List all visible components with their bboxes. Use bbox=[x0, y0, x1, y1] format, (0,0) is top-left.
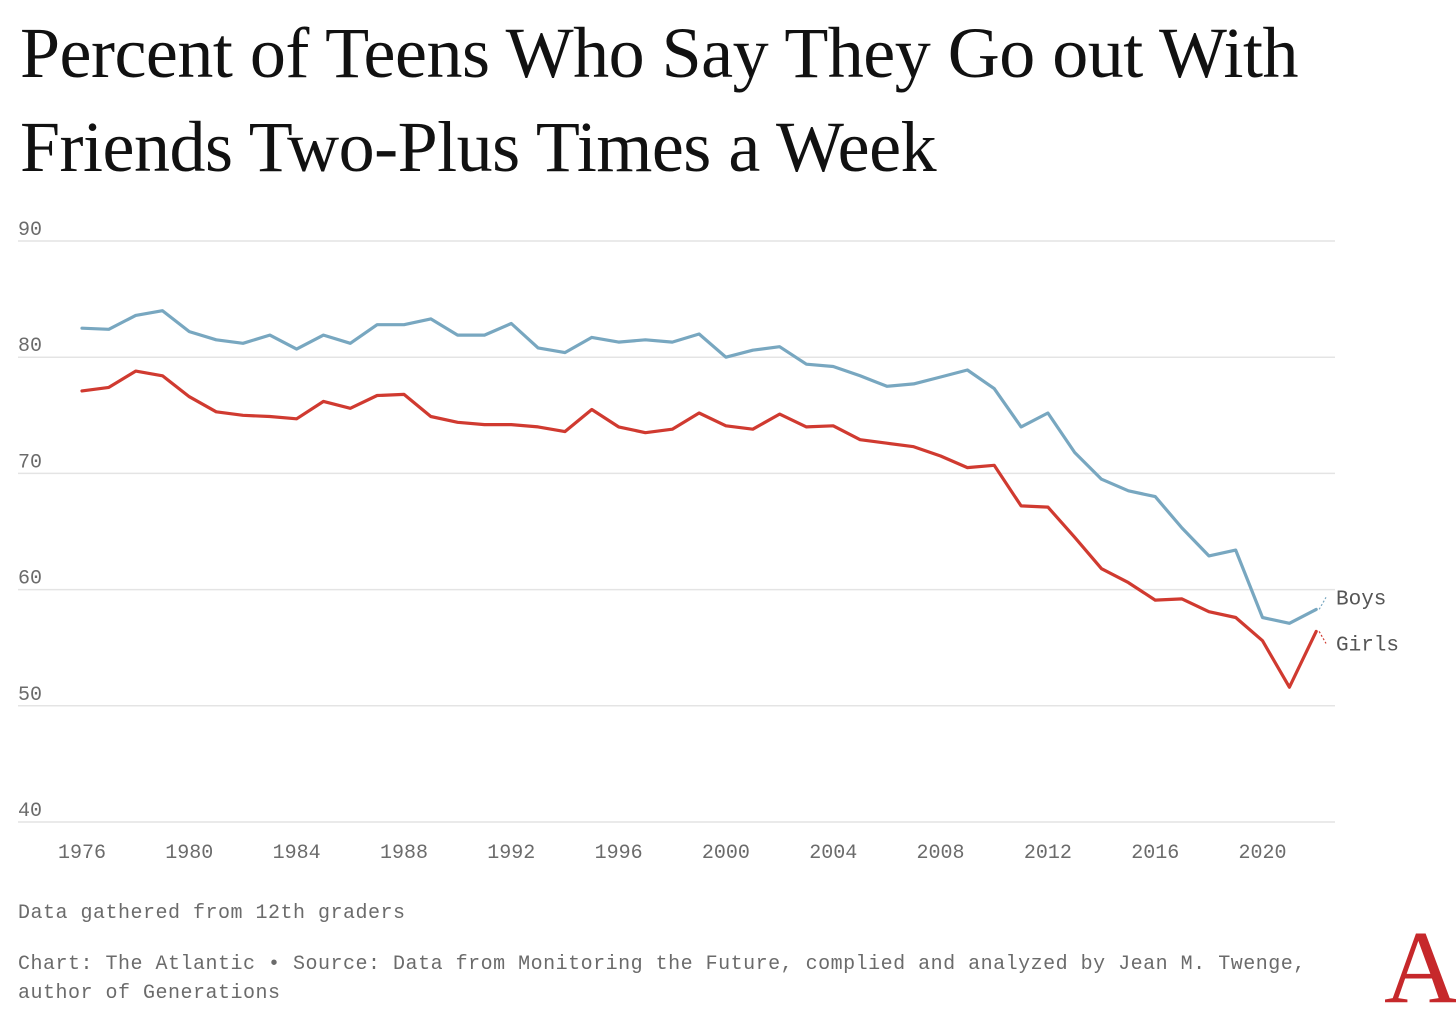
y-axis-ticks: 40 50 60 70 80 90 bbox=[18, 219, 42, 823]
x-tick-label: 2000 bbox=[702, 842, 750, 865]
y-tick-label: 90 bbox=[18, 219, 42, 242]
series-label-leader bbox=[1318, 597, 1327, 610]
gridlines bbox=[18, 240, 1335, 823]
y-tick-label: 70 bbox=[18, 451, 42, 474]
x-tick-label: 2012 bbox=[1024, 842, 1072, 865]
x-tick-label: 1976 bbox=[58, 842, 106, 865]
line-chart: 40 50 60 70 80 90 1976 1980 1984 1988 1992 1996 200… bbox=[18, 219, 1399, 865]
chart-title: Percent of Teens Who Say They Go out Wit… bbox=[20, 13, 1299, 187]
data-note: Data gathered from 12th graders bbox=[18, 902, 406, 925]
x-axis-ticks: 1976 1980 1984 1988 1992 1996 2000 2004 2008 2012… bbox=[58, 842, 1287, 865]
series-label-leader bbox=[1318, 631, 1327, 644]
series-label-girls: Girls bbox=[1336, 634, 1399, 657]
series-line-boys bbox=[80, 309, 1318, 625]
y-tick-label: 80 bbox=[18, 335, 42, 358]
series-lines bbox=[80, 309, 1318, 689]
x-tick-label: 1988 bbox=[380, 842, 428, 865]
x-tick-label: 2004 bbox=[809, 842, 857, 865]
series-labels: Boys Girls bbox=[1318, 588, 1399, 657]
series-line-girls bbox=[80, 369, 1318, 689]
y-tick-label: 60 bbox=[18, 568, 42, 591]
y-tick-label: 50 bbox=[18, 684, 42, 707]
series-label-boys: Boys bbox=[1336, 588, 1386, 611]
x-tick-label: 1996 bbox=[595, 842, 643, 865]
x-tick-label: 2020 bbox=[1239, 842, 1287, 865]
x-tick-label: 1992 bbox=[487, 842, 535, 865]
atlantic-logo: A bbox=[1384, 910, 1456, 1025]
x-tick-label: 2016 bbox=[1131, 842, 1179, 865]
y-tick-label: 40 bbox=[18, 800, 42, 823]
x-tick-label: 1984 bbox=[273, 842, 321, 865]
source-credit: Chart: The Atlantic • Source: Data from … bbox=[18, 953, 1306, 1005]
x-tick-label: 2008 bbox=[917, 842, 965, 865]
x-tick-label: 1980 bbox=[165, 842, 213, 865]
